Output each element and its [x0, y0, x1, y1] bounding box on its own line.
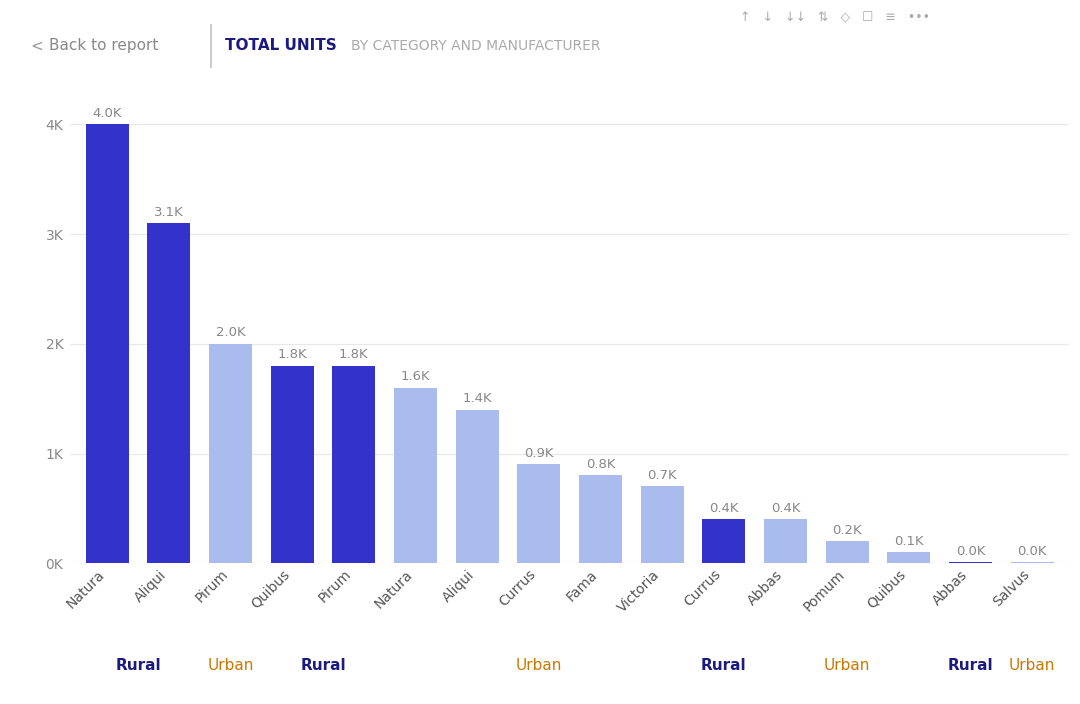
Bar — [456, 410, 499, 563]
Text: BY CATEGORY AND MANUFACTURER: BY CATEGORY AND MANUFACTURER — [351, 39, 600, 53]
Text: 0.4K: 0.4K — [710, 502, 739, 515]
Text: 0.0K: 0.0K — [1017, 545, 1047, 558]
Bar — [640, 486, 684, 563]
Bar — [394, 388, 437, 563]
Text: 1.6K: 1.6K — [401, 370, 430, 383]
Text: Urban: Urban — [207, 658, 254, 673]
Text: 1.8K: 1.8K — [278, 348, 307, 361]
Bar — [147, 223, 190, 563]
Text: 0.1K: 0.1K — [894, 535, 923, 548]
Text: Back to report: Back to report — [49, 38, 158, 54]
Text: Rural: Rural — [701, 658, 746, 673]
Bar — [85, 125, 129, 563]
Text: Urban: Urban — [824, 658, 870, 673]
Bar — [702, 520, 745, 563]
Text: 4.0K: 4.0K — [93, 107, 122, 120]
Bar — [208, 344, 252, 563]
Bar — [949, 562, 993, 563]
Text: 2.0K: 2.0K — [216, 327, 245, 339]
Bar — [333, 366, 376, 563]
Text: 0.9K: 0.9K — [524, 447, 554, 460]
Text: ↑   ↓   ↓↓   ⇅   ◇   ☐   ≡   •••: ↑ ↓ ↓↓ ⇅ ◇ ☐ ≡ ••• — [740, 11, 930, 24]
Bar — [1011, 562, 1054, 563]
Bar — [271, 366, 314, 563]
Bar — [517, 465, 561, 563]
Text: 3.1K: 3.1K — [154, 206, 184, 219]
Text: Urban: Urban — [515, 658, 562, 673]
Bar — [825, 541, 868, 563]
Text: 0.8K: 0.8K — [585, 458, 616, 471]
Bar — [579, 475, 622, 563]
Bar — [764, 520, 807, 563]
Text: Urban: Urban — [1009, 658, 1055, 673]
Text: <: < — [30, 38, 43, 54]
Text: 1.8K: 1.8K — [339, 348, 368, 361]
Text: Rural: Rural — [116, 658, 161, 673]
Text: 0.2K: 0.2K — [833, 524, 862, 537]
Text: 0.4K: 0.4K — [771, 502, 800, 515]
Bar — [888, 552, 931, 563]
Text: 1.4K: 1.4K — [462, 392, 492, 406]
Text: 0.0K: 0.0K — [956, 545, 985, 558]
Text: Rural: Rural — [948, 658, 994, 673]
Text: 0.7K: 0.7K — [647, 469, 677, 482]
Text: TOTAL UNITS: TOTAL UNITS — [225, 38, 336, 54]
Text: Rural: Rural — [300, 658, 346, 673]
